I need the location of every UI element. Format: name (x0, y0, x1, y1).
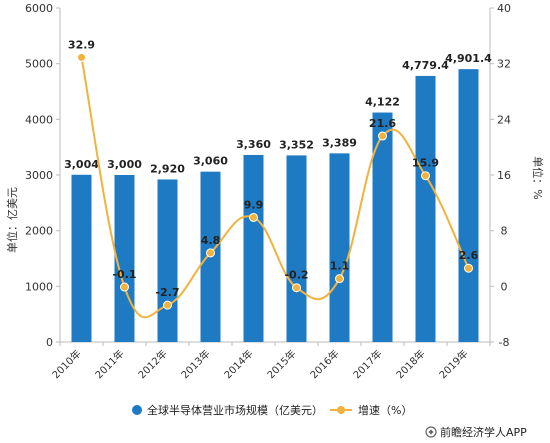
bar-value-label: 4,122 (365, 96, 400, 109)
source-logo-mark (428, 429, 434, 435)
x-tick-label: 2016年 (307, 347, 341, 381)
x-tick-label: 2013年 (178, 347, 212, 381)
left-tick-label: 5000 (25, 58, 53, 71)
growth-value-label: 32.9 (68, 38, 95, 51)
x-tick-label: 2014年 (221, 347, 255, 381)
growth-point (77, 52, 86, 62)
left-tick-label: 0 (46, 336, 53, 349)
legend-bar-swatch (132, 405, 142, 415)
left-tick-label: 2000 (25, 225, 53, 238)
right-tick-label: 40 (497, 2, 511, 15)
bar-value-label: 4,901.4 (445, 52, 492, 65)
x-tick-label: 2011年 (92, 347, 126, 381)
right-tick-label: 8 (501, 225, 508, 238)
growth-value-label: -0.1 (112, 268, 136, 281)
growth-point (120, 282, 129, 292)
growth-value-label: 21.6 (369, 117, 396, 130)
legend: 全球半导体营业市场规模（亿美元） 增速（%） (132, 403, 412, 417)
right-tick-label: 24 (497, 113, 511, 126)
left-axis-ticks: 0 1000 2000 3000 4000 5000 6000 (25, 2, 60, 349)
growth-point (163, 300, 172, 310)
bar-value-label: 3,352 (279, 138, 314, 151)
growth-point (249, 212, 258, 222)
legend-bar-label: 全球半导体营业市场规模（亿美元） (147, 403, 323, 417)
bar (157, 179, 178, 342)
bar-value-label: 3,389 (322, 136, 357, 149)
bar (458, 69, 479, 343)
source-logo-icon (425, 426, 437, 438)
right-axis-ticks: -8 0 8 16 24 32 40 (490, 2, 511, 349)
bar-value-label: 2,920 (150, 162, 185, 175)
bar-value-label: 3,004 (64, 158, 99, 171)
x-tick-label: 2010年 (49, 347, 83, 381)
bar-value-label: 4,779.4 (402, 59, 449, 72)
growth-point (378, 131, 387, 141)
right-tick-label: 32 (497, 58, 511, 71)
left-tick-label: 6000 (25, 2, 53, 15)
growth-point (464, 263, 473, 273)
y2-axis-title: 单位：% (531, 156, 545, 199)
growth-value-label: 1.1 (330, 260, 350, 273)
x-tick-label: 2015年 (264, 347, 298, 381)
bar (329, 153, 350, 342)
growth-value-label: 15.9 (412, 157, 439, 170)
growth-line (80, 57, 470, 319)
growth-value-label: 2.6 (459, 249, 479, 262)
legend-line-label: 增速（%） (358, 403, 412, 417)
x-tick-label: 2017年 (350, 347, 384, 381)
source-text: 前瞻经济学人APP (440, 425, 527, 439)
growth-point (335, 274, 344, 284)
x-axis-ticks: 2010年 2011年 2012年 2013年 2014年 2015年 2016年 2017年… (49, 342, 491, 381)
right-tick-label: -8 (499, 336, 510, 349)
left-tick-label: 3000 (25, 169, 53, 182)
growth-point (206, 248, 215, 258)
bar (71, 174, 92, 342)
left-tick-label: 4000 (25, 113, 53, 126)
bar-labels: 3,004 3,000 2,920 3,060 3,360 3,352 3,389 4,122… (64, 52, 492, 175)
bar-value-label: 3,360 (236, 138, 271, 151)
bar-value-label: 3,060 (193, 155, 228, 168)
growth-line-layer: 32.9 -0.1 -2.7 4.8 9.9 -0.2 1.1 21.6 15.9 2.6 (68, 38, 479, 319)
growth-value-label: 4.8 (201, 234, 221, 247)
bar (286, 155, 307, 342)
growth-value-label: -0.2 (284, 269, 308, 282)
growth-point (292, 283, 301, 293)
y-axis-title: 单位：亿美元 (5, 187, 19, 253)
bar (415, 75, 436, 343)
right-tick-label: 16 (497, 169, 511, 182)
growth-point (421, 171, 430, 181)
left-tick-label: 1000 (25, 280, 53, 293)
growth-value-label: 9.9 (244, 198, 264, 211)
bars (71, 69, 479, 343)
bar (243, 154, 264, 342)
x-tick-label: 2018年 (393, 347, 427, 381)
x-tick-label: 2019年 (436, 347, 470, 381)
x-tick-label: 2012年 (135, 347, 169, 381)
source-credit: 前瞻经济学人APP (425, 425, 527, 439)
bar (372, 112, 393, 343)
right-tick-label: 0 (501, 280, 508, 293)
legend-line-marker (337, 406, 345, 414)
bar-value-label: 3,000 (107, 158, 142, 171)
growth-value-label: -2.7 (155, 286, 179, 299)
